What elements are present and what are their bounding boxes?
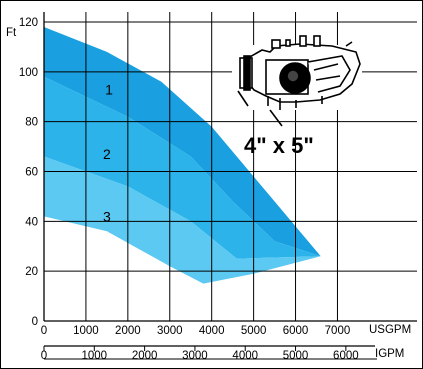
- y-tick-label-100: 100: [19, 67, 38, 79]
- x-tick-label-5000: 5000: [241, 325, 267, 337]
- y-tick-label-120: 120: [19, 17, 38, 29]
- x-tick-label-6000: 6000: [283, 325, 309, 337]
- x-tick-label-4000: 4000: [199, 325, 225, 337]
- zone-3-label: 3: [103, 208, 111, 224]
- pump-size-label: 4" x 5": [244, 133, 314, 158]
- pump-icon: [232, 35, 362, 127]
- zone-1-area: [44, 27, 321, 257]
- x2-tick-label-1000: 1000: [82, 350, 108, 362]
- y-tick-label-20: 20: [25, 266, 38, 278]
- zone-labels-layer: 1 2 3: [103, 81, 113, 224]
- x2-axis-unit: IGPM: [375, 348, 404, 360]
- x2-tick-label-3000: 3000: [182, 350, 208, 362]
- zone-1-label: 1: [105, 81, 113, 97]
- y-tick-label-0: 0: [32, 316, 38, 328]
- x2-tick-label-4000: 4000: [232, 350, 258, 362]
- y-tick-label-80: 80: [25, 117, 38, 129]
- y-tick-label-60: 60: [25, 167, 38, 179]
- y-axis-unit: Ft: [6, 27, 17, 39]
- x2-tick-label-6000: 6000: [333, 350, 359, 362]
- grid-layer: [44, 12, 417, 321]
- x-axis-unit: USGPM: [369, 324, 411, 336]
- x-tick-label-1000: 1000: [73, 325, 99, 337]
- x-tick-label-2000: 2000: [115, 325, 141, 337]
- x-tick-label-7000: 7000: [325, 325, 351, 337]
- x2-tick-label-5000: 5000: [283, 350, 309, 362]
- x-tick-label-3000: 3000: [157, 325, 183, 337]
- zone-2-label: 2: [103, 146, 111, 162]
- x2-tick-label-0: 0: [41, 350, 47, 362]
- zones-layer: [44, 27, 321, 284]
- zone-2-area: [44, 76, 321, 259]
- zone-3-area: [44, 156, 321, 284]
- x-tick-label-0: 0: [41, 325, 47, 337]
- y-tick-label-40: 40: [25, 216, 38, 228]
- x2-tick-label-2000: 2000: [132, 350, 158, 362]
